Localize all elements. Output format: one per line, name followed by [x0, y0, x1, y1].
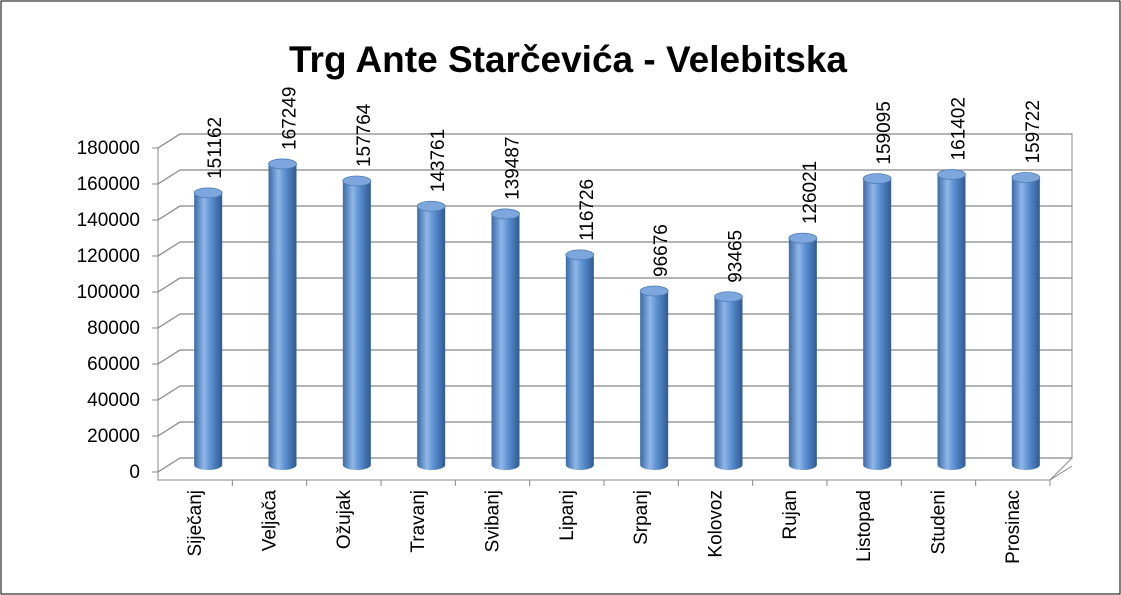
grid-line [157, 241, 1072, 257]
grid-line [157, 385, 1072, 401]
bar [565, 249, 595, 470]
x-tick-label: Siječanj [185, 490, 206, 557]
grid-line [157, 421, 1072, 437]
value-label: 93465 [726, 230, 747, 283]
x-tick-label: Prosinac [1003, 490, 1024, 564]
y-tick-label: 180000 [77, 138, 140, 159]
y-tick-label: 140000 [77, 210, 140, 231]
grid-line [157, 457, 1072, 473]
y-tick-label: 120000 [77, 246, 140, 267]
value-label: 143761 [428, 129, 449, 192]
value-label: 96676 [651, 224, 672, 277]
grid-line [157, 133, 1072, 149]
x-tick-label: Kolovoz [706, 490, 727, 558]
bar [714, 291, 743, 470]
bar [268, 158, 297, 471]
bar [937, 169, 966, 471]
x-tick-label: Studeni [929, 490, 950, 554]
bar [862, 173, 892, 470]
x-tick-label: Rujan [780, 490, 801, 540]
bar [639, 285, 669, 470]
grid-line [157, 277, 1072, 293]
y-tick-label: 160000 [77, 174, 140, 195]
bar [193, 187, 223, 471]
y-tick-label: 20000 [87, 426, 140, 447]
x-tick-label: Travanj [408, 490, 429, 553]
grid-line [157, 205, 1072, 221]
bar [1011, 172, 1041, 471]
value-label: 159722 [1023, 100, 1044, 163]
value-label: 157764 [354, 103, 375, 167]
bar [416, 200, 446, 470]
value-label: 151162 [205, 117, 226, 179]
x-tick-label: Listopad [854, 490, 875, 562]
value-label: 139487 [503, 137, 524, 200]
value-label: 159095 [874, 101, 895, 164]
grid-line [157, 349, 1072, 365]
y-tick-label: 80000 [87, 318, 140, 339]
y-tick-label: 0 [129, 462, 140, 483]
value-label: 161402 [949, 97, 970, 160]
chart-title: Trg Ante Starčevića - Velebitska [289, 39, 847, 80]
x-tick-label: Ožujak [334, 490, 355, 550]
value-label: 167249 [280, 87, 301, 150]
grid-line [157, 313, 1072, 329]
bar [342, 175, 372, 471]
x-tick-label: Svibanj [483, 490, 504, 552]
value-label: 126021 [800, 161, 821, 224]
x-tick-label: Lipanj [557, 490, 578, 541]
grid-line [157, 169, 1072, 185]
x-tick-label: Srpanj [631, 490, 652, 545]
bar [788, 232, 818, 470]
y-tick-label: 100000 [77, 282, 140, 303]
value-label: 116726 [577, 179, 598, 241]
x-tick-label: Veljača [260, 490, 281, 552]
bar [491, 208, 520, 470]
y-tick-label: 40000 [87, 390, 140, 411]
y-tick-label: 60000 [87, 354, 140, 375]
